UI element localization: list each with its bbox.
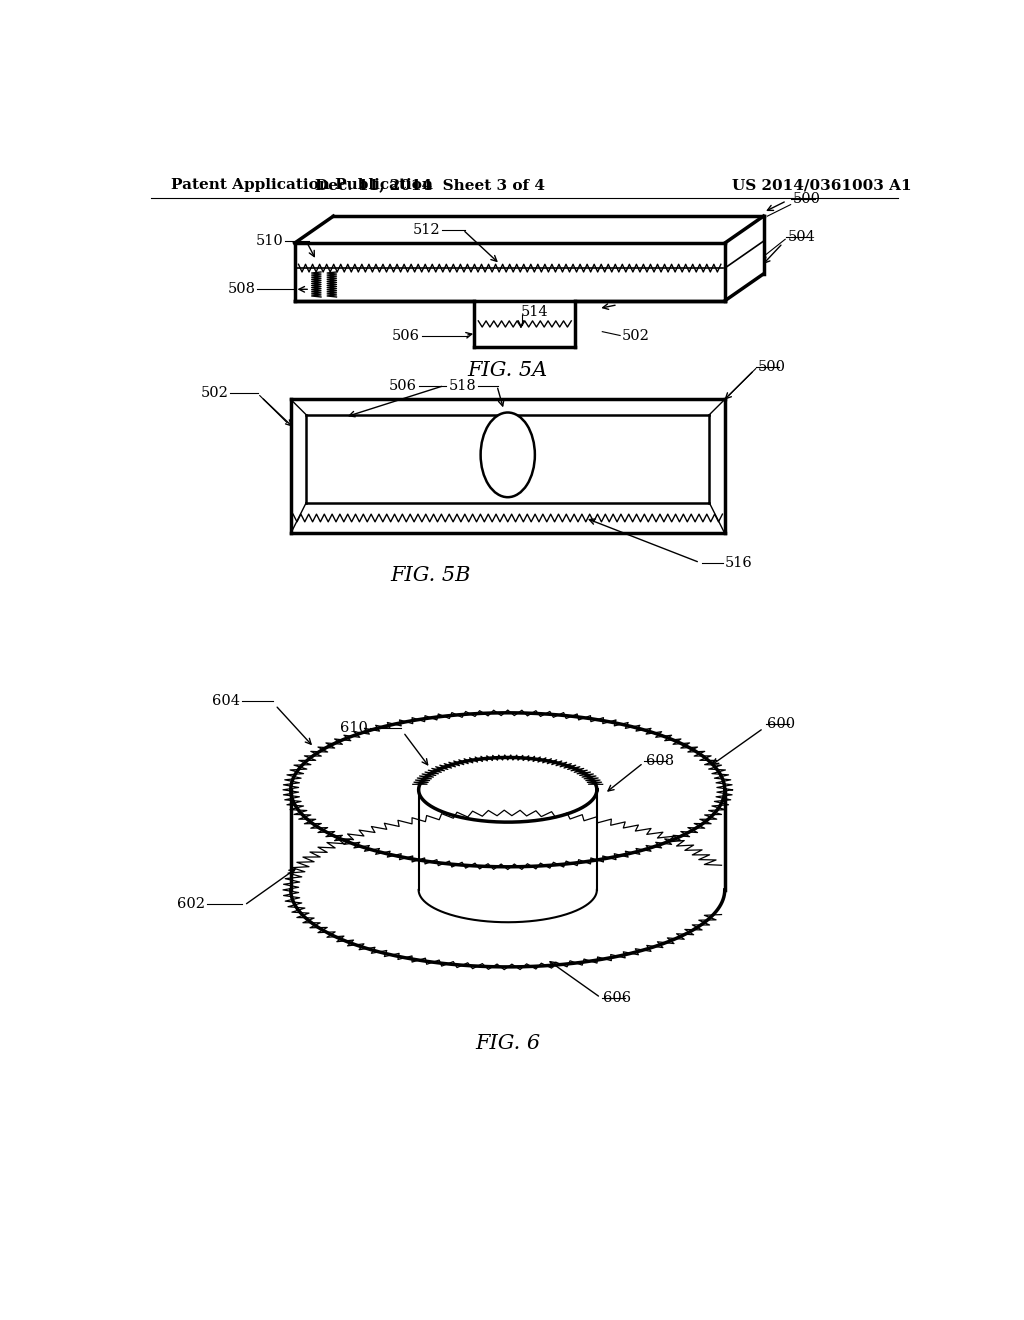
Ellipse shape <box>480 412 535 498</box>
Text: 600: 600 <box>767 717 796 731</box>
Text: 506: 506 <box>392 329 420 342</box>
Text: 602: 602 <box>177 896 206 911</box>
Text: 504: 504 <box>787 230 815 244</box>
Text: 510: 510 <box>256 234 284 248</box>
Text: 518: 518 <box>449 379 477 392</box>
Text: US 2014/0361003 A1: US 2014/0361003 A1 <box>732 178 912 193</box>
Text: FIG. 6: FIG. 6 <box>475 1035 541 1053</box>
Text: FIG. 5A: FIG. 5A <box>468 360 548 380</box>
Text: 506: 506 <box>389 379 417 392</box>
Text: 608: 608 <box>646 754 674 767</box>
Text: 500: 500 <box>758 360 785 374</box>
Text: 604: 604 <box>212 694 241 709</box>
Text: 606: 606 <box>603 991 631 1005</box>
Text: Patent Application Publication: Patent Application Publication <box>171 178 432 193</box>
Text: 508: 508 <box>228 282 256 296</box>
Text: 610: 610 <box>340 721 369 735</box>
Text: 512: 512 <box>413 223 440 236</box>
Text: 502: 502 <box>201 387 228 400</box>
Text: 502: 502 <box>622 329 649 342</box>
Text: 514: 514 <box>521 305 549 319</box>
Text: Dec. 11, 2014  Sheet 3 of 4: Dec. 11, 2014 Sheet 3 of 4 <box>315 178 545 193</box>
Text: 500: 500 <box>793 193 821 206</box>
Text: 516: 516 <box>725 556 753 570</box>
Text: FIG. 5B: FIG. 5B <box>390 566 470 585</box>
